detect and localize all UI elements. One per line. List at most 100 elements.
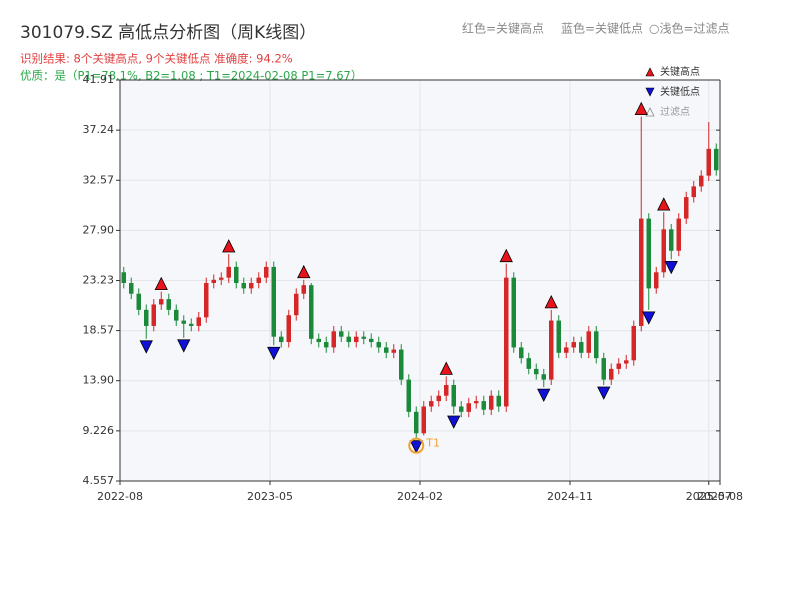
candle-body bbox=[699, 175, 704, 187]
candle-body bbox=[241, 283, 246, 289]
key-low-marker bbox=[642, 311, 656, 325]
key-low-marker bbox=[177, 339, 191, 353]
candle-body bbox=[256, 277, 261, 284]
y-tick-label: 32.57 bbox=[83, 173, 115, 186]
x-tick-label: 2025-08 bbox=[697, 490, 743, 503]
key-low-marker bbox=[409, 440, 423, 454]
subtitle: 识别结果: 8个关键高点, 9个关键低点 准确度: 94.2% bbox=[20, 52, 293, 66]
key-low-marker bbox=[597, 386, 611, 400]
top-legend: 红色=关键高点 bbox=[462, 21, 544, 36]
candle-body bbox=[631, 325, 636, 361]
legend-label: 过滤点 bbox=[660, 105, 690, 118]
x-tick-label: 2024-11 bbox=[547, 490, 593, 503]
candle-body bbox=[414, 411, 419, 434]
candle-body bbox=[219, 277, 224, 280]
candle-body bbox=[234, 266, 239, 284]
candle-body bbox=[301, 285, 306, 294]
candle-body bbox=[181, 320, 186, 324]
key-high-marker bbox=[634, 101, 648, 116]
candle-body bbox=[151, 304, 156, 326]
t1-label: T1 bbox=[425, 437, 440, 450]
candle-body bbox=[361, 336, 366, 339]
candle-body bbox=[324, 342, 329, 348]
key-low-marker bbox=[537, 388, 551, 403]
candle-body bbox=[579, 342, 584, 353]
key-high-marker bbox=[222, 239, 236, 253]
candle-body bbox=[384, 347, 389, 353]
candle-body bbox=[489, 395, 494, 410]
legend-swatch bbox=[645, 87, 655, 97]
y-tick-label: 4.557 bbox=[83, 474, 115, 487]
y-tick-label: 23.23 bbox=[83, 274, 115, 287]
candle-body bbox=[406, 379, 411, 412]
candle-body bbox=[534, 368, 539, 375]
candle-body bbox=[466, 403, 471, 412]
candle-body bbox=[189, 323, 194, 326]
candle-body bbox=[481, 401, 486, 410]
candle-body bbox=[519, 347, 524, 359]
candle-body bbox=[346, 336, 351, 343]
candle-body bbox=[369, 338, 374, 343]
candle-body bbox=[706, 148, 711, 176]
t1-marker bbox=[408, 437, 425, 454]
y-tick-label: 41.91 bbox=[83, 73, 115, 86]
candle-body bbox=[249, 283, 254, 289]
candle-body bbox=[174, 309, 179, 321]
candle-body bbox=[376, 342, 381, 348]
candle-body bbox=[159, 299, 164, 305]
candle-body bbox=[654, 272, 659, 289]
x-tick-label: 2023-05 bbox=[247, 490, 293, 503]
key-low-marker bbox=[139, 340, 153, 354]
key-high-marker bbox=[439, 361, 453, 375]
candle-body bbox=[661, 229, 666, 273]
legend: 关键高点 关键低点 过滤点 bbox=[645, 65, 700, 118]
key-high-marker bbox=[297, 264, 311, 279]
candle-body bbox=[646, 218, 651, 289]
candle-body bbox=[556, 320, 561, 353]
candle-body bbox=[496, 395, 501, 407]
legend-swatch bbox=[645, 67, 655, 77]
candle-body bbox=[204, 283, 209, 318]
legend-label: 关键高点 bbox=[660, 65, 700, 78]
candle-body bbox=[421, 406, 426, 434]
key-high-marker bbox=[544, 294, 558, 309]
candle-body bbox=[459, 406, 464, 412]
candle-body bbox=[564, 347, 569, 353]
candle-body bbox=[136, 293, 141, 310]
candle-body bbox=[309, 285, 314, 339]
candle-body bbox=[691, 186, 696, 198]
candle-body bbox=[504, 277, 509, 407]
candle-body bbox=[226, 266, 231, 278]
key-low-marker bbox=[447, 415, 461, 429]
candle-body bbox=[339, 331, 344, 337]
top-legend: ○浅色=过滤点 bbox=[649, 22, 730, 36]
legend-label: 关键低点 bbox=[660, 85, 700, 98]
candle-body bbox=[294, 293, 299, 316]
key-high-marker bbox=[154, 276, 168, 290]
candle-body bbox=[511, 277, 516, 348]
candle-body bbox=[211, 279, 216, 284]
candle-body bbox=[354, 336, 359, 343]
top-legend: 蓝色=关键低点 bbox=[561, 22, 643, 36]
candle-body bbox=[316, 338, 321, 343]
candle-body bbox=[129, 283, 134, 294]
candle-body bbox=[669, 229, 674, 251]
candle-body bbox=[286, 315, 291, 343]
candle-body bbox=[474, 401, 479, 404]
candle-body bbox=[121, 272, 126, 284]
y-tick-label: 37.24 bbox=[83, 123, 115, 136]
chart-title: 301079.SZ 高低点分析图（周K线图） bbox=[20, 23, 316, 43]
candle-body bbox=[196, 317, 201, 326]
candle-body bbox=[399, 349, 404, 380]
y-tick-label: 18.57 bbox=[83, 324, 115, 337]
candle-body bbox=[391, 349, 396, 353]
candle-body bbox=[676, 218, 681, 251]
y-tick-label: 9.226 bbox=[83, 424, 115, 437]
quality-note: 优质：是（P1=78.1%, B2=1.08 ; T1=2024-02-08 P… bbox=[20, 69, 362, 83]
candle-body bbox=[166, 299, 171, 310]
candle-body bbox=[279, 336, 284, 343]
candle-body bbox=[639, 218, 644, 326]
candle-body bbox=[444, 384, 449, 396]
candle-body bbox=[429, 401, 434, 407]
key-low-marker bbox=[664, 260, 678, 275]
